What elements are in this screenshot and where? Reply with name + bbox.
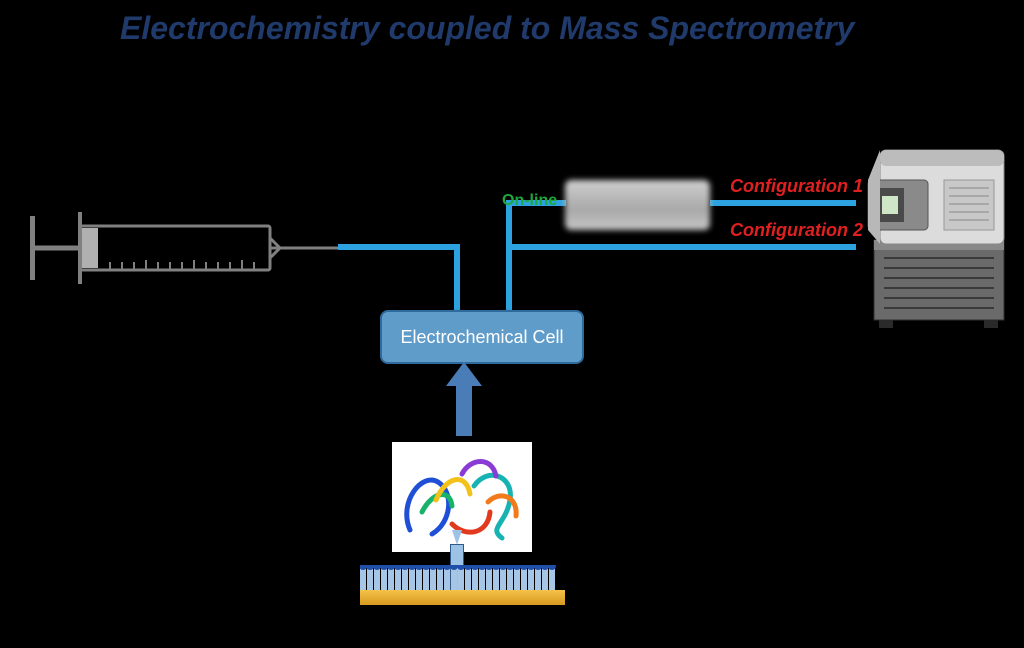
online-label: On-line <box>502 192 557 210</box>
membrane-base-icon <box>360 590 565 605</box>
connector <box>506 244 856 250</box>
diagram-stage: Electrochemistry coupled to Mass Spectro… <box>0 0 1024 648</box>
connector <box>338 244 460 250</box>
arrow-up-shaft <box>456 380 472 436</box>
syringe-icon <box>30 204 350 292</box>
connector <box>454 244 460 314</box>
connector <box>710 200 856 206</box>
trap-column-icon <box>565 180 710 230</box>
membrane-lipids-icon <box>360 565 565 593</box>
page-title: Electrochemistry coupled to Mass Spectro… <box>120 10 854 47</box>
config2-label: Configuration 2 <box>730 220 863 241</box>
electrochemical-cell-box: Electrochemical Cell <box>380 310 584 364</box>
pipette-tip-icon <box>452 530 462 545</box>
protein-icon <box>392 442 532 552</box>
mass-spectrometer-icon <box>854 130 1014 330</box>
connector <box>506 200 512 314</box>
ec-cell-label: Electrochemical Cell <box>400 327 563 348</box>
config1-label: Configuration 1 <box>730 176 863 197</box>
